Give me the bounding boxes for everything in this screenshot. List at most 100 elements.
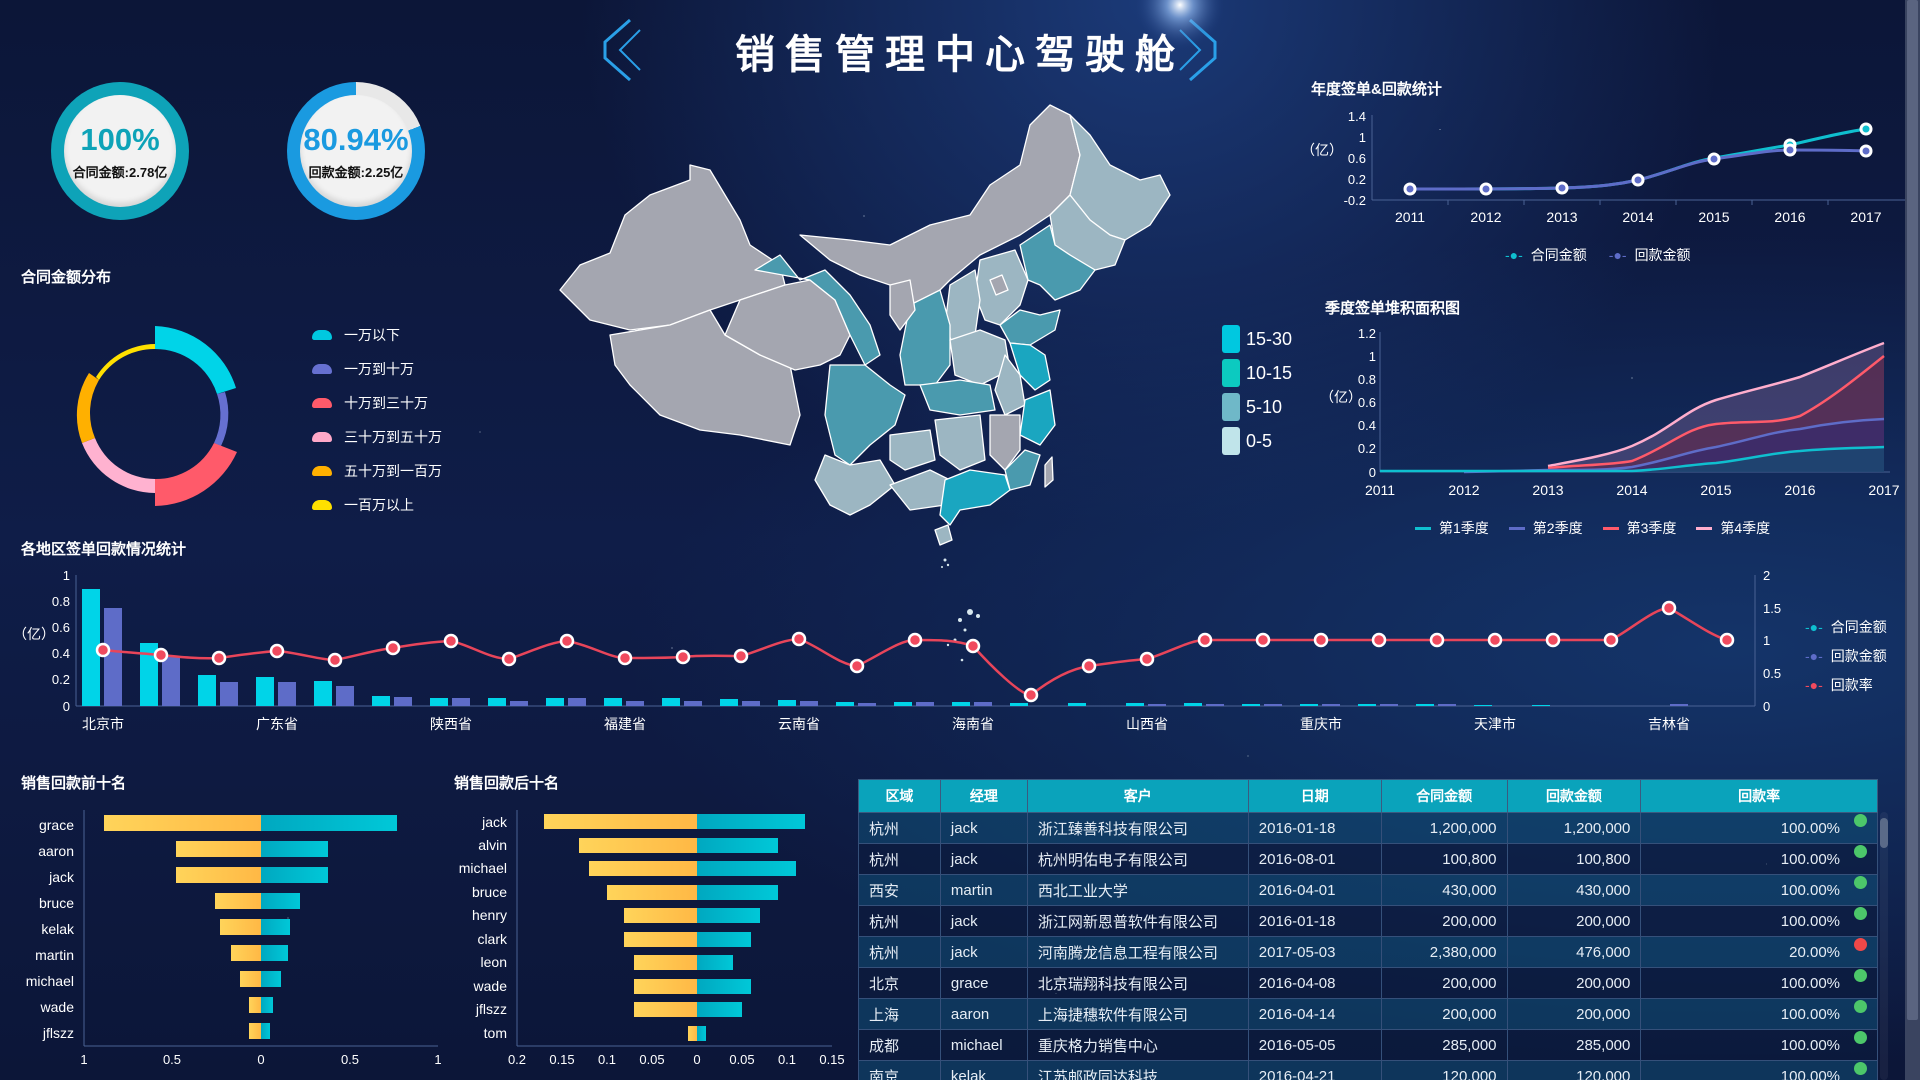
legend-item[interactable]: 第4季度 bbox=[1696, 518, 1770, 538]
table-row[interactable]: 南京 kelak 江苏邮政同达科技 2016-04-21 120,000 120,000 1… bbox=[858, 1060, 1878, 1080]
table-row[interactable]: 北京 grace 北京瑞翔科技有限公司 2016-04-08 200,000 200,00… bbox=[858, 967, 1878, 999]
cell-rate: 20.00% bbox=[1640, 936, 1878, 968]
fan-icon bbox=[312, 364, 332, 374]
rate-value: 100.00% bbox=[1780, 819, 1840, 837]
fan-icon bbox=[312, 500, 332, 510]
bottom10-diverging-bar-chart[interactable]: jack alvin michael bruce henry clark leon wade… bbox=[440, 800, 860, 1080]
table-row[interactable]: 西安 martin 西北工业大学 2016-04-01 430,000 430,000 10… bbox=[858, 874, 1878, 906]
contracts-table-container[interactable]: 区域 经理 客户 日期 合同金额 回款金额 回款率 杭州 jack 浙江臻善科技有限… bbox=[858, 779, 1878, 1080]
map-legend-label: 5-10 bbox=[1246, 396, 1283, 417]
legend-item[interactable]: 一万到十万 bbox=[312, 359, 442, 379]
svg-text:2011: 2011 bbox=[1395, 209, 1425, 225]
svg-text:wade: wade bbox=[473, 978, 508, 994]
map-legend-item[interactable]: 5-10 bbox=[1222, 393, 1292, 421]
svg-text:2016: 2016 bbox=[1784, 482, 1815, 498]
legend-item[interactable]: -●- 合同金额 bbox=[1805, 613, 1887, 642]
col-header-date[interactable]: 日期 bbox=[1247, 779, 1382, 813]
line-icon bbox=[1696, 526, 1713, 530]
page-scrollbar-thumb[interactable] bbox=[1907, 0, 1918, 1020]
svg-text:0: 0 bbox=[693, 1052, 700, 1067]
table-scrollbar-thumb[interactable] bbox=[1880, 818, 1888, 848]
col-header-customer[interactable]: 客户 bbox=[1026, 779, 1249, 813]
annual-line-chart[interactable]: 1.4 1 0.6 0.2 -0.2 2011 2012 2013 2014 2015 2016 2… bbox=[1330, 100, 1920, 230]
cell-date: 2016-04-01 bbox=[1247, 874, 1382, 906]
col-header-rate[interactable]: 回款率 bbox=[1640, 779, 1878, 813]
svg-text:1: 1 bbox=[434, 1052, 441, 1067]
table-row[interactable]: 杭州 jack 浙江网新恩普软件有限公司 2016-01-18 200,000 200,0… bbox=[858, 905, 1878, 937]
quarter-area-chart[interactable]: 1.2 1 0.8 0.6 0.4 0.2 0 2011 2012 2013 2014 2015 20… bbox=[1340, 320, 1920, 505]
col-header-manager[interactable]: 经理 bbox=[939, 779, 1028, 813]
cell-contract: 200,000 bbox=[1380, 905, 1508, 937]
col-header-region[interactable]: 区域 bbox=[858, 779, 941, 813]
cell-customer: 浙江臻善科技有限公司 bbox=[1026, 812, 1249, 844]
svg-text:2: 2 bbox=[1763, 568, 1770, 583]
legend-item[interactable]: -●- 合同金额 bbox=[1505, 245, 1587, 265]
legend-item[interactable]: 三十万到五十万 bbox=[312, 427, 442, 447]
page-scrollbar-track[interactable] bbox=[1905, 0, 1920, 1080]
svg-text:jflszz: jflszz bbox=[42, 1025, 74, 1041]
legend-item[interactable]: -●- 回款金额 bbox=[1805, 642, 1887, 671]
svg-text:0.15: 0.15 bbox=[549, 1052, 574, 1067]
table-header-row: 区域 经理 客户 日期 合同金额 回款金额 回款率 bbox=[858, 779, 1878, 813]
top10-diverging-bar-chart[interactable]: grace aaron jack bruce kelak martin michael wa… bbox=[0, 800, 450, 1080]
svg-text:1: 1 bbox=[1359, 130, 1366, 145]
table-row[interactable]: 杭州 jack 杭州明佑电子有限公司 2016-08-01 100,800 100,800… bbox=[858, 843, 1878, 875]
svg-text:0.5: 0.5 bbox=[163, 1052, 181, 1067]
top10-title: 销售回款前十名 bbox=[21, 775, 127, 792]
table-row[interactable]: 上海 aaron 上海捷穗软件有限公司 2016-04-14 200,000 200,00… bbox=[858, 998, 1878, 1030]
svg-text:0.6: 0.6 bbox=[52, 620, 70, 635]
rate-value: 100.00% bbox=[1780, 1067, 1840, 1080]
cell-paid: 200,000 bbox=[1506, 967, 1642, 999]
table-scrollbar-track[interactable] bbox=[1880, 812, 1888, 1080]
region-combo-chart[interactable]: 1 0.8 0.6 0.4 0.2 0 2 1.5 1 0.5 0 北京市 bbox=[30, 565, 1820, 745]
svg-text:0.8: 0.8 bbox=[1358, 372, 1376, 387]
cell-date: 2016-04-14 bbox=[1247, 998, 1382, 1030]
segment-under-10k bbox=[155, 326, 236, 394]
map-legend-item[interactable]: 0-5 bbox=[1222, 427, 1292, 455]
svg-text:0: 0 bbox=[63, 699, 70, 714]
map-legend-item[interactable]: 15-30 bbox=[1222, 325, 1292, 353]
cell-rate: 100.00% bbox=[1640, 967, 1878, 999]
legend-item[interactable]: 十万到三十万 bbox=[312, 393, 442, 413]
cell-manager: kelak bbox=[939, 1060, 1028, 1080]
map-legend-label: 15-30 bbox=[1246, 328, 1293, 349]
cell-manager: jack bbox=[939, 936, 1028, 968]
svg-text:1.4: 1.4 bbox=[1348, 109, 1366, 124]
china-map[interactable] bbox=[550, 85, 1180, 575]
table-row[interactable]: 成都 michael 重庆格力销售中心 2016-05-05 285,000 285,00… bbox=[858, 1029, 1878, 1061]
svg-text:2012: 2012 bbox=[1470, 209, 1501, 225]
legend-item[interactable]: 一百万以上 bbox=[312, 495, 442, 515]
legend-label: 回款率 bbox=[1830, 677, 1873, 693]
cell-paid: 200,000 bbox=[1506, 998, 1642, 1030]
status-dot-icon bbox=[1854, 968, 1867, 982]
cell-customer: 江苏邮政同达科技 bbox=[1026, 1060, 1249, 1080]
legend-item[interactable]: -●- 回款金额 bbox=[1609, 245, 1691, 265]
svg-text:1: 1 bbox=[63, 568, 70, 583]
map-legend-item[interactable]: 10-15 bbox=[1222, 359, 1292, 387]
cell-contract: 120,000 bbox=[1380, 1060, 1508, 1080]
legend-item[interactable]: 第3季度 bbox=[1602, 518, 1676, 538]
table-row[interactable]: 杭州 jack 浙江臻善科技有限公司 2016-01-18 1,200,000 1,200… bbox=[858, 812, 1878, 844]
svg-text:0: 0 bbox=[1763, 699, 1770, 714]
cell-date: 2016-04-21 bbox=[1247, 1060, 1382, 1080]
legend-item[interactable]: -●- 回款率 bbox=[1805, 671, 1887, 700]
cell-region: 杭州 bbox=[858, 936, 941, 968]
legend-item[interactable]: 第2季度 bbox=[1508, 518, 1583, 538]
legend-item[interactable]: 第1季度 bbox=[1415, 518, 1489, 538]
col-header-paid[interactable]: 回款金额 bbox=[1506, 779, 1642, 813]
table-row[interactable]: 杭州 jack 河南腾龙信息工程有限公司 2017-05-03 2,380,000 476… bbox=[858, 936, 1878, 968]
kpi-contract-ring: 100% 合同金额:2.78亿 bbox=[51, 82, 189, 220]
svg-text:2015: 2015 bbox=[1698, 209, 1729, 225]
col-header-contract[interactable]: 合同金额 bbox=[1380, 779, 1508, 813]
svg-text:1: 1 bbox=[80, 1052, 87, 1067]
cell-rate: 100.00% bbox=[1640, 1060, 1878, 1080]
rate-value: 100.00% bbox=[1780, 1005, 1840, 1023]
status-dot-icon bbox=[1854, 875, 1867, 889]
segment-10k-100k bbox=[214, 392, 229, 446]
legend-item[interactable]: 五十万到一百万 bbox=[312, 461, 442, 481]
legend-item[interactable]: 一万以下 bbox=[312, 325, 442, 345]
kpi-payment-percent: 80.94% bbox=[303, 121, 409, 157]
svg-text:2014: 2014 bbox=[1616, 482, 1647, 498]
map-legend-label: 0-5 bbox=[1246, 430, 1273, 451]
svg-text:0.6: 0.6 bbox=[1358, 395, 1376, 410]
